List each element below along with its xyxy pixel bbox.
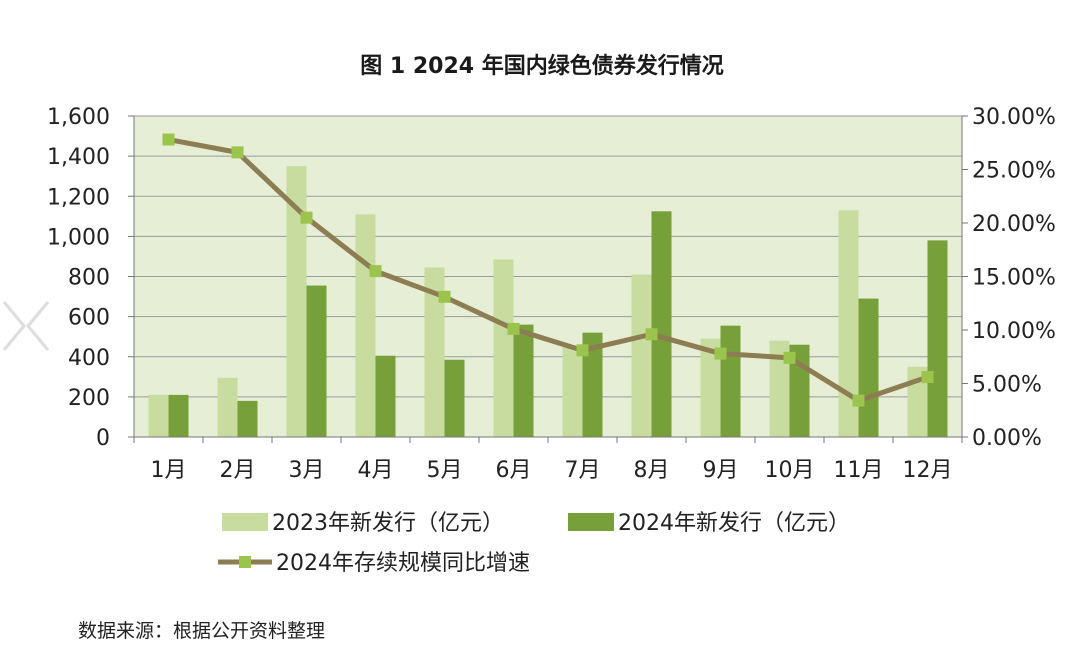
x-tick-label: 12月 [903, 458, 953, 483]
bar-2023-8月 [631, 274, 652, 437]
legend-label-2024: 2024年新发行（亿元） [618, 511, 850, 536]
bar-2024-11月 [858, 298, 879, 437]
legend-label-growth: 2024年存续规模同比增速 [276, 551, 530, 576]
bar-2024-9月 [720, 325, 741, 437]
bar-2023-10月 [769, 340, 790, 437]
legend: 2023年新发行（亿元） 2024年新发行（亿元） 2024年存续规模同比增速 [218, 511, 850, 576]
growth-point-3月 [300, 211, 313, 224]
right-tick-label: 15.00% [972, 266, 1056, 291]
bar-2023-2月 [217, 377, 238, 437]
left-tick-label: 0 [96, 426, 110, 451]
bar-2023-11月 [838, 210, 859, 437]
growth-point-9月 [714, 347, 727, 360]
bar-2023-3月 [286, 166, 307, 437]
right-tick-label: 10.00% [972, 319, 1056, 344]
left-tick-label: 1,200 [47, 185, 110, 210]
left-tick-label: 1,400 [47, 145, 110, 170]
bar-2023-9月 [700, 338, 721, 437]
growth-point-5月 [438, 290, 451, 303]
bar-2024-6月 [513, 324, 534, 437]
growth-series-line [168, 137, 929, 404]
bar-2024-4月 [375, 355, 396, 437]
growth-point-1月 [162, 133, 175, 146]
right-tick-label: 0.00% [972, 426, 1042, 451]
x-tick-label: 6月 [496, 458, 532, 483]
bar-2024-7月 [582, 332, 603, 437]
left-tick-label: 400 [68, 346, 110, 371]
legend-swatch-growth-marker [239, 556, 251, 568]
growth-point-11月 [852, 394, 865, 407]
source-note: 数据来源：根据公开资料整理 [78, 620, 326, 642]
x-tick-label: 2月 [220, 458, 256, 483]
growth-point-6月 [507, 322, 520, 335]
growth-point-12月 [921, 371, 934, 384]
left-tick-label: 200 [68, 386, 110, 411]
x-axis-ticks: 1月 2月 3月 4月 5月 6月 7月 8月 9月 10月 11月 12月 [133, 437, 963, 483]
growth-point-10月 [783, 351, 796, 364]
bars [148, 166, 948, 437]
right-tick-label: 30.00% [972, 105, 1056, 130]
next-arrow-icon[interactable] [0, 298, 28, 354]
right-tick-label: 25.00% [972, 159, 1056, 184]
bar-2024-5月 [444, 359, 465, 437]
right-axis-ticks: 0.00% 5.00% 10.00% 15.00% 20.00% 25.00% 30.00% [962, 105, 1056, 451]
bar-2023-6月 [493, 259, 514, 437]
legend-swatch-2023 [222, 513, 268, 531]
bar-2023-7月 [562, 346, 583, 437]
x-tick-label: 3月 [289, 458, 325, 483]
x-tick-label: 7月 [565, 458, 601, 483]
left-tick-label: 1,000 [47, 225, 110, 250]
bar-2024-1月 [168, 394, 189, 437]
x-tick-label: 1月 [151, 458, 187, 483]
prev-arrow-icon[interactable] [24, 298, 52, 354]
bar-2023-4月 [355, 214, 376, 437]
legend-swatch-2024 [568, 513, 614, 531]
growth-point-4月 [369, 265, 382, 278]
right-tick-label: 20.00% [972, 212, 1056, 237]
x-tick-label: 11月 [834, 458, 884, 483]
bar-2024-12月 [927, 240, 948, 437]
left-tick-label: 600 [68, 306, 110, 331]
left-tick-label: 1,600 [47, 105, 110, 130]
right-tick-label: 5.00% [972, 373, 1042, 398]
left-tick-label: 800 [68, 266, 110, 291]
x-tick-label: 4月 [358, 458, 394, 483]
x-tick-label: 9月 [703, 458, 739, 483]
bar-2023-1月 [148, 394, 169, 437]
x-tick-label: 8月 [634, 458, 670, 483]
x-tick-label: 10月 [765, 458, 815, 483]
bar-2024-2月 [237, 400, 258, 437]
growth-point-2月 [231, 146, 244, 159]
bar-2024-8月 [651, 211, 672, 437]
bar-2024-3月 [306, 285, 327, 437]
gridlines [134, 115, 962, 398]
growth-point-8月 [645, 328, 658, 341]
bar-2023-5月 [424, 267, 445, 437]
growth-point-7月 [576, 344, 589, 357]
growth-line [162, 133, 934, 407]
x-tick-label: 5月 [427, 458, 463, 483]
chart-title: 图 1 2024 年国内绿色债券发行情况 [360, 54, 724, 79]
left-axis-ticks: 0 200 400 600 800 1,000 1,200 1,400 1,600 [47, 105, 134, 451]
legend-label-2023: 2023年新发行（亿元） [272, 511, 504, 536]
